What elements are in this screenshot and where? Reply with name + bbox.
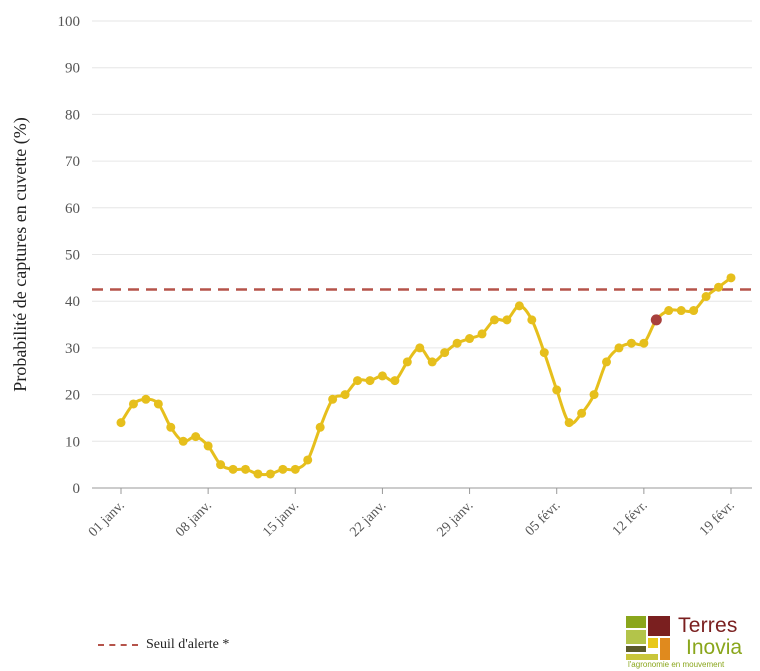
data-point (539, 348, 549, 358)
y-tick-label: 50 (65, 248, 80, 264)
y-tick-label: 100 (58, 14, 81, 30)
data-point (390, 376, 400, 386)
data-point (203, 441, 213, 451)
data-point (216, 460, 226, 470)
x-tick-label: 15 janv. (260, 498, 302, 540)
data-point (726, 273, 736, 283)
data-point (664, 306, 674, 316)
data-point (577, 408, 587, 418)
data-point (153, 399, 163, 409)
data-point (116, 418, 126, 428)
x-tick-label: 12 févr. (610, 498, 651, 539)
data-point (614, 343, 624, 353)
legend: Seuil d'alerte * (98, 637, 229, 653)
data-point (290, 464, 300, 474)
data-point (128, 399, 138, 409)
data-points (116, 273, 736, 479)
y-tick-label: 70 (65, 154, 80, 170)
data-point (427, 357, 437, 367)
x-tick-label: 22 janv. (347, 498, 389, 540)
data-point (402, 357, 412, 367)
x-tick-label: 01 janv. (86, 498, 128, 540)
logo-grid-icon (626, 616, 670, 660)
data-point (278, 464, 288, 474)
data-point (452, 338, 462, 348)
x-tick-label: 08 janv. (173, 498, 215, 540)
logo-text-inovia: Inovia (686, 636, 743, 659)
data-point (340, 390, 350, 400)
data-point (178, 436, 188, 446)
data-point (328, 394, 338, 404)
data-point (689, 306, 699, 316)
data-point (514, 301, 524, 311)
line-chart: 0 10 20 30 40 50 60 70 80 90 100 01 janv. 08 janv. 1… (10, 14, 752, 540)
highlighted-data-point (650, 314, 662, 326)
x-axis-ticks: 01 janv. 08 janv. 15 janv. 22 janv. 29 janv.… (86, 488, 738, 540)
data-point (626, 338, 636, 348)
data-point (527, 315, 537, 325)
data-point (714, 282, 724, 292)
y-tick-label: 10 (65, 434, 80, 450)
data-point (465, 334, 475, 344)
data-point (166, 422, 176, 432)
data-point (228, 464, 238, 474)
data-point (365, 376, 375, 386)
data-point (415, 343, 425, 353)
y-axis-ticks: 0 10 20 30 40 50 60 70 80 90 100 (58, 14, 81, 497)
logo-tagline: l'agronomie en mouvement (628, 660, 725, 669)
data-point (377, 371, 387, 381)
y-tick-label: 60 (65, 201, 80, 217)
data-point (502, 315, 512, 325)
x-tick-label: 29 janv. (435, 498, 477, 540)
data-point (552, 385, 562, 395)
x-tick-label: 05 févr. (523, 498, 564, 539)
data-point (240, 464, 250, 474)
data-point (639, 338, 649, 348)
data-point (265, 469, 275, 479)
y-axis-label: Probabilité de captures en cuvette (%) (10, 117, 31, 391)
logo-text-terres: Terres (678, 614, 738, 637)
y-tick-label: 0 (73, 481, 81, 497)
data-point (141, 394, 151, 404)
legend-label: Seuil d'alerte * (146, 637, 230, 652)
terres-inovia-logo: Terres Inovia l'agronomie en mouvement (626, 612, 756, 669)
data-point (564, 418, 574, 428)
y-tick-label: 20 (65, 388, 80, 404)
x-tick-label: 19 févr. (697, 498, 738, 539)
data-point (589, 390, 599, 400)
grid-lines (92, 20, 752, 442)
y-tick-label: 30 (65, 341, 80, 357)
data-point (602, 357, 612, 367)
data-point (676, 306, 686, 316)
y-tick-label: 80 (65, 107, 80, 123)
y-tick-label: 90 (65, 61, 80, 77)
data-point (303, 455, 313, 465)
data-point (440, 348, 450, 358)
data-point (253, 469, 263, 479)
data-point (489, 315, 499, 325)
data-point (315, 422, 325, 432)
data-point (353, 376, 363, 386)
data-point (477, 329, 487, 339)
y-tick-label: 40 (65, 294, 80, 310)
data-point (701, 292, 711, 302)
legend-dash-icon (98, 644, 138, 646)
data-point (191, 432, 201, 442)
